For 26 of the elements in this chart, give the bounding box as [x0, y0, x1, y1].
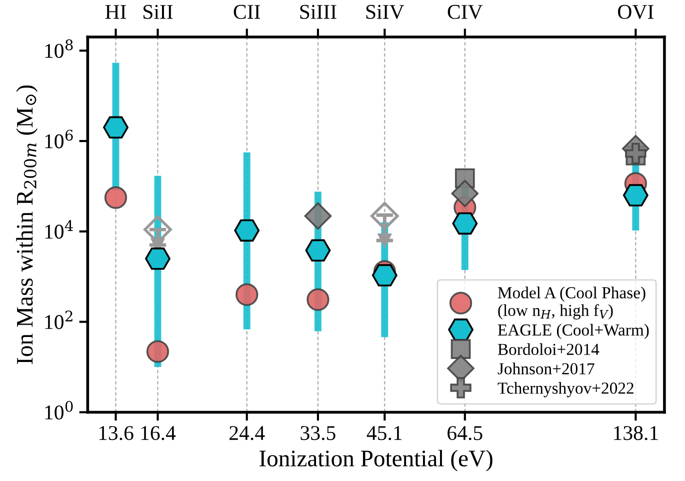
y-tick-label: 10$^{6}$	[45, 130, 73, 148]
y-axis-title: Ion Mass within R$_{200m}$ (M$_{⊙}$)	[16, 85, 38, 364]
y-tick-label: 10$^{4}$	[45, 220, 74, 239]
annotation: OVI	[618, 4, 654, 20]
legend-label: Johnson+2017	[498, 362, 594, 374]
legend-label: Model A (Cool Phase) (low n$_{H}$, high f$_{V}$)	[498, 286, 646, 320]
annotation: SiII	[144, 4, 173, 19]
legend-label: Tchernyshyov+2022	[498, 382, 634, 398]
x-tick-label: 24.4	[230, 426, 265, 440]
x-tick-label: 64.5	[448, 426, 482, 440]
x-tick-label: 13.6	[99, 426, 134, 440]
y-tick-label: 10$^{8}$	[45, 39, 73, 58]
x-axis-title: Ionization Potential (eV)	[260, 450, 492, 472]
annotation: HI	[105, 5, 126, 19]
annotation: CIV	[448, 4, 483, 20]
legend-label: Bordoloi+2014	[498, 343, 600, 356]
x-tick-label: 33.5	[300, 426, 336, 440]
annotation: SiIV	[366, 4, 404, 20]
y-tick-label: 10$^{0}$	[45, 400, 73, 420]
x-tick-label: 138.1	[614, 426, 658, 440]
annotation: SiIII	[300, 4, 336, 19]
legend-label: EAGLE (Cool+Warm)	[498, 324, 649, 340]
x-tick-label: 45.1	[366, 426, 402, 440]
x-tick-label: 16.4	[141, 426, 176, 440]
annotation: CII	[234, 4, 260, 19]
y-tick-label: 10$^{2}$	[45, 310, 72, 330]
